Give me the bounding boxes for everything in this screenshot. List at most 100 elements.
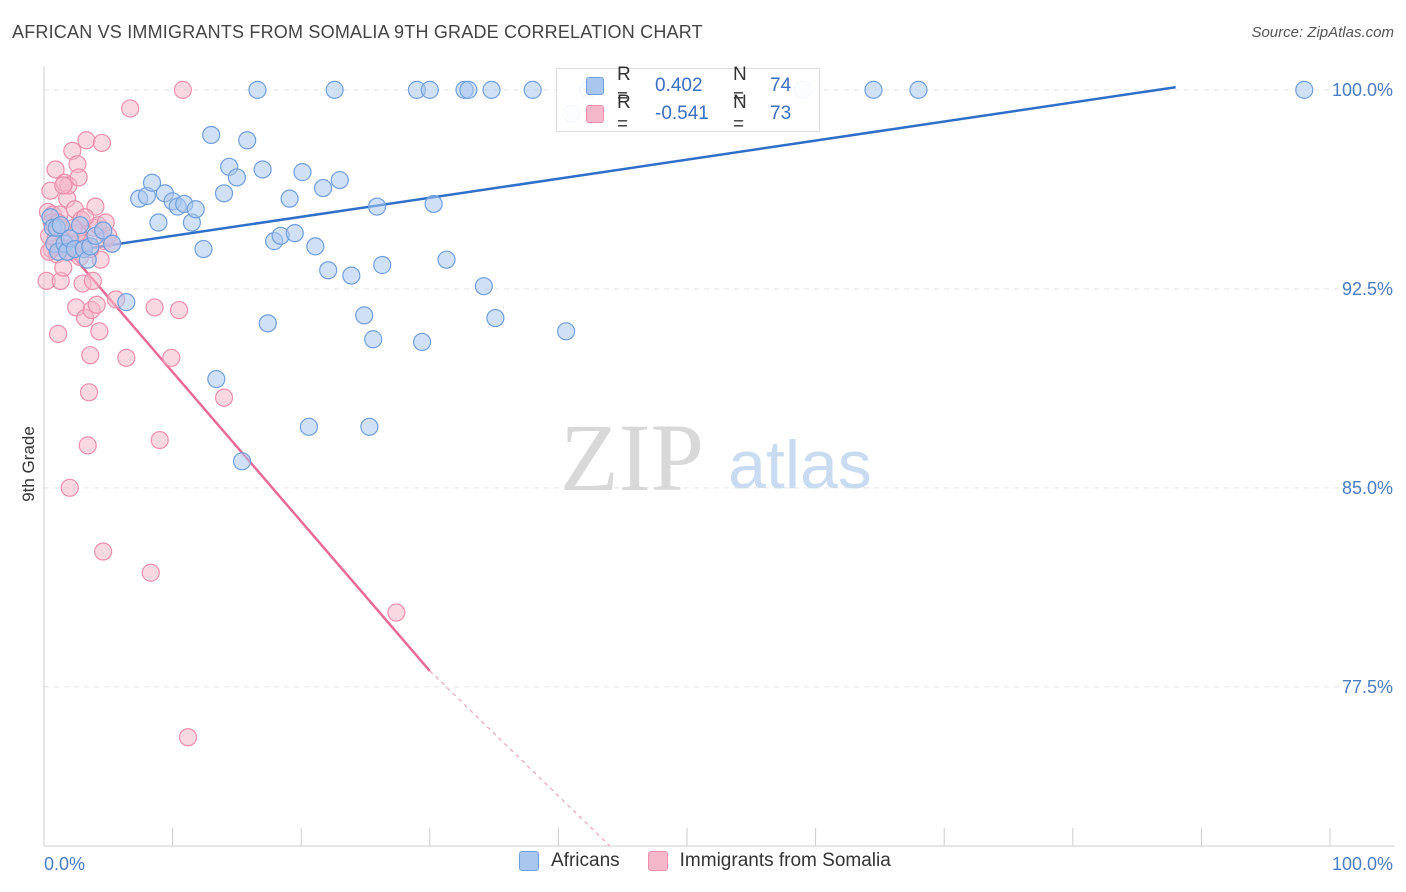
watermark-atlas: atlas bbox=[728, 427, 872, 503]
y-tick-label-3: 77.5% bbox=[1342, 677, 1393, 697]
africans-point-52 bbox=[360, 417, 379, 436]
africans-point-55 bbox=[373, 255, 392, 275]
chart-legend: Africans Immigrants from Somalia bbox=[519, 850, 919, 872]
legend-item-africans[interactable]: Africans bbox=[519, 850, 620, 872]
somalia-point-66 bbox=[54, 176, 73, 195]
somalia-point-51 bbox=[141, 563, 160, 582]
somalia-point-33 bbox=[79, 383, 99, 402]
africans-point-15 bbox=[94, 221, 113, 240]
somalia-n-value: 73 bbox=[770, 103, 792, 124]
africans-r-value: 0.402 bbox=[655, 75, 703, 96]
somalia-point-7 bbox=[46, 160, 65, 179]
legend-item-somalia[interactable]: Immigrants from Somalia bbox=[647, 850, 891, 872]
somalia-trend-line bbox=[43, 221, 431, 672]
somalia-point-57 bbox=[178, 728, 198, 747]
somalia-point-39 bbox=[87, 295, 106, 314]
legend-africans-label: Africans bbox=[551, 850, 620, 871]
africans-point-58 bbox=[420, 80, 439, 99]
africans-point-66 bbox=[523, 80, 542, 99]
africans-point-47 bbox=[319, 261, 338, 280]
somalia-point-52 bbox=[145, 298, 164, 317]
chart-title: AFRICAN VS IMMIGRANTS FROM SOMALIA 9TH G… bbox=[12, 22, 703, 42]
somalia-point-31 bbox=[77, 131, 96, 150]
africans-point-62 bbox=[459, 80, 478, 99]
africans-point-60 bbox=[437, 250, 456, 269]
watermark: ZIP atlas bbox=[560, 404, 872, 511]
africans-point-46 bbox=[313, 178, 333, 198]
africans-point-59 bbox=[424, 194, 443, 214]
africans-point-10 bbox=[70, 216, 90, 235]
gridlines bbox=[44, 89, 1394, 688]
somalia-point-58 bbox=[214, 388, 234, 407]
africans-point-37 bbox=[253, 160, 272, 179]
africans-point-41 bbox=[280, 189, 299, 208]
africans-point-43 bbox=[293, 163, 312, 182]
y-tick-label-2: 85.0% bbox=[1342, 478, 1393, 498]
africans-point-54 bbox=[367, 197, 387, 216]
africans-point-38 bbox=[258, 314, 277, 333]
somalia-point-43 bbox=[92, 133, 111, 153]
tick-labels: 100.0% 92.5% 85.0% 77.5% 0.0% 100.0% bbox=[44, 80, 1393, 874]
somalia-point-36 bbox=[83, 271, 102, 290]
africans-point-31 bbox=[214, 184, 234, 203]
y-axis-label: 9th Grade bbox=[19, 426, 38, 502]
africans-point-72 bbox=[909, 80, 928, 99]
africans-point-53 bbox=[364, 330, 383, 349]
legend-somalia-label: Immigrants from Somalia bbox=[679, 850, 891, 871]
somalia-point-55 bbox=[169, 300, 189, 320]
africans-r-label: R = bbox=[617, 64, 631, 107]
somalia-point-18 bbox=[60, 478, 79, 497]
chart-source: Source: ZipAtlas.com bbox=[1251, 24, 1394, 41]
somalia-point-54 bbox=[162, 348, 181, 367]
africans-point-48 bbox=[325, 80, 344, 99]
somalia-point-50 bbox=[121, 99, 140, 118]
africans-point-17 bbox=[117, 293, 136, 312]
africans-point-44 bbox=[299, 417, 319, 436]
africans-n-label: N = bbox=[733, 64, 747, 107]
africans-point-67 bbox=[557, 322, 576, 341]
y-tick-label-1: 92.5% bbox=[1342, 279, 1393, 299]
somalia-r-value: -0.541 bbox=[655, 103, 709, 124]
africans-point-65 bbox=[486, 308, 505, 328]
somalia-point-56 bbox=[173, 80, 192, 99]
africans-point-45 bbox=[306, 237, 325, 256]
stats-box: R = 0.402 N = 74 R = -0.541 N = 73 bbox=[556, 64, 820, 135]
x-tick-label-0: 0.0% bbox=[44, 854, 85, 874]
africans-point-5 bbox=[51, 216, 70, 235]
somalia-point-34 bbox=[81, 346, 100, 365]
africans-point-20 bbox=[142, 173, 162, 192]
somalia-n-label: N = bbox=[733, 92, 747, 135]
somalia-point-53 bbox=[150, 430, 169, 450]
africans-point-35 bbox=[238, 131, 257, 150]
africans-point-63 bbox=[474, 277, 493, 296]
africans-point-64 bbox=[482, 80, 501, 99]
watermark-zip: ZIP bbox=[560, 404, 704, 511]
africans-point-33 bbox=[227, 168, 246, 187]
legend-africans-swatch bbox=[519, 851, 539, 871]
africans-swatch bbox=[586, 77, 604, 95]
africans-point-51 bbox=[355, 306, 374, 325]
africans-point-21 bbox=[149, 213, 168, 232]
somalia-point-25 bbox=[69, 168, 88, 187]
africans-point-34 bbox=[232, 452, 252, 471]
axes bbox=[43, 66, 1394, 847]
somalia-point-49 bbox=[117, 348, 136, 367]
x-tick-label-1: 100.0% bbox=[1332, 854, 1393, 874]
africans-point-49 bbox=[330, 170, 349, 190]
somalia-trend-extension bbox=[429, 670, 611, 847]
legend-somalia-swatch bbox=[647, 851, 668, 871]
somalia-point-59 bbox=[387, 603, 406, 622]
africans-point-16 bbox=[103, 234, 122, 253]
africans-point-57 bbox=[412, 332, 432, 352]
somalia-r-label: R = bbox=[617, 92, 631, 135]
somalia-point-32 bbox=[78, 436, 97, 455]
africans-point-73 bbox=[1295, 80, 1314, 99]
africans-point-36 bbox=[248, 80, 267, 99]
somalia-point-9 bbox=[49, 324, 68, 344]
africans-trend-line bbox=[47, 85, 1176, 256]
y-tick-label-0: 100.0% bbox=[1332, 80, 1393, 100]
africans-point-27 bbox=[186, 200, 205, 219]
africans-point-30 bbox=[207, 369, 226, 389]
africans-point-42 bbox=[285, 224, 304, 243]
